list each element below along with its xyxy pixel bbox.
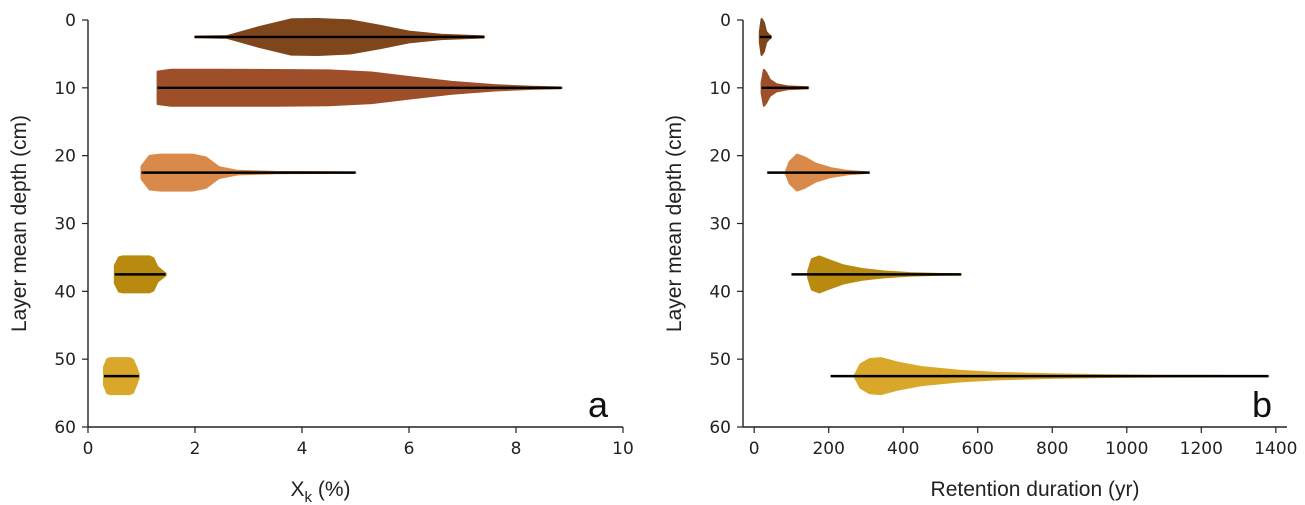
b-x-tick-label-0: 0 bbox=[749, 439, 760, 459]
b-x-tick-label-4: 800 bbox=[1036, 439, 1068, 459]
b-y-tick-label-5: 50 bbox=[709, 350, 731, 370]
b-y-tick-label-1: 10 bbox=[709, 79, 731, 99]
b-x-tick-label-6: 1200 bbox=[1180, 439, 1223, 459]
a-y-axis-label: Layer mean depth (cm) bbox=[8, 115, 31, 332]
a-x-tick-label-0: 0 bbox=[83, 439, 94, 459]
b-y-tick-label-3: 30 bbox=[709, 215, 731, 235]
a-x-tick-label-5: 10 bbox=[612, 439, 634, 459]
a-y-tick-label-6: 60 bbox=[54, 418, 76, 438]
b-x-tick-label-1: 200 bbox=[812, 439, 844, 459]
b-x-tick-label-5: 1000 bbox=[1105, 439, 1148, 459]
b-x-tick-label-7: 1400 bbox=[1254, 439, 1297, 459]
b-y-axis-label: Layer mean depth (cm) bbox=[663, 115, 686, 332]
a-x-axis-label: Xk (%) bbox=[290, 478, 350, 505]
b-x-tick-label-2: 400 bbox=[887, 439, 919, 459]
b-panel-letter: b bbox=[1252, 384, 1272, 425]
b-y-tick-label-4: 40 bbox=[709, 282, 731, 302]
a-y-tick-label-5: 50 bbox=[54, 350, 76, 370]
panel-a: 0 2 4 6 8 10 0 10 20 30 40 50 60 Layer mean depth (cm… bbox=[8, 11, 634, 505]
b-y-tick-label-0: 0 bbox=[720, 11, 731, 31]
a-y-tick-label-4: 40 bbox=[54, 282, 76, 302]
a-x-tick-label-3: 6 bbox=[404, 439, 415, 459]
a-y-tick-label-0: 0 bbox=[65, 11, 76, 31]
a-y-tick-label-3: 30 bbox=[54, 215, 76, 235]
a-x-tick-label-4: 8 bbox=[511, 439, 522, 459]
a-y-tick-label-1: 10 bbox=[54, 79, 76, 99]
a-panel-letter: a bbox=[588, 384, 609, 425]
panel-b: 0 200 400 600 800 1000 1200 1400 0 10 20 30 40 50 60 La… bbox=[663, 11, 1297, 501]
a-x-tick-label-1: 2 bbox=[190, 439, 201, 459]
b-y-tick-label-2: 20 bbox=[709, 147, 731, 167]
a-x-tick-label-2: 4 bbox=[297, 439, 308, 459]
b-y-tick-label-6: 60 bbox=[709, 418, 731, 438]
a-y-tick-label-2: 20 bbox=[54, 147, 76, 167]
b-x-axis-label: Retention duration (yr) bbox=[931, 478, 1140, 501]
b-x-tick-label-3: 600 bbox=[962, 439, 994, 459]
